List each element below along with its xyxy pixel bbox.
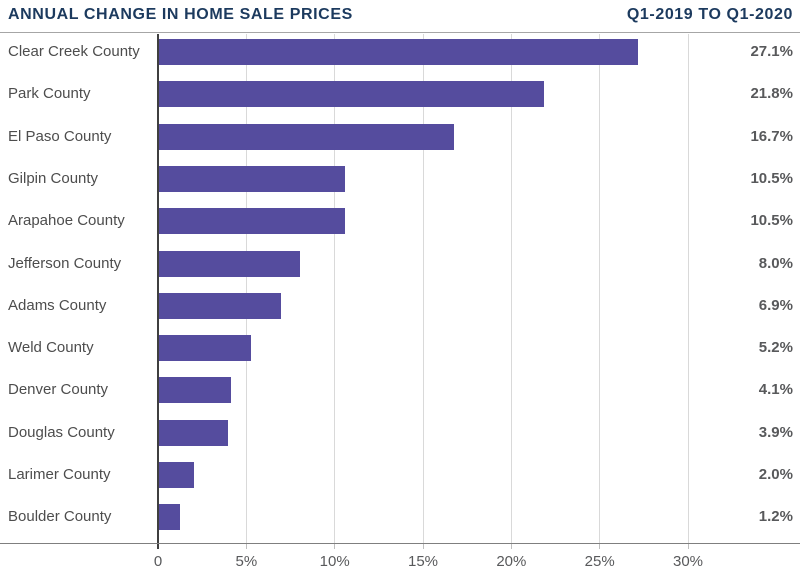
category-label: El Paso County [8,127,112,145]
category-label: Larimer County [8,466,111,483]
value-label: 10.5% [750,212,793,230]
gridline [599,34,601,543]
x-tick-label: 25% [584,553,615,570]
x-axis-baseline [0,543,800,544]
zero-axis-line [157,34,159,543]
category-label: Arapahoe County [8,212,125,230]
bar [159,377,232,404]
axis-tick [245,544,247,549]
category-label: Park County [8,85,91,103]
x-tick-label: 20% [496,553,527,570]
gridline [334,34,336,543]
category-label: Clear Creek County [8,43,140,60]
bar [159,462,195,488]
value-label: 21.8% [750,85,793,103]
axis-tick [157,544,159,549]
category-label: Weld County [8,339,94,357]
x-tick-label: 0 [153,553,163,570]
bar [159,39,638,65]
gridline [245,34,247,543]
category-label: Jefferson County [8,254,122,272]
gridline [687,34,689,543]
value-label: 16.7% [750,127,793,145]
chart-subtitle-period: Q1-2019 TO Q1-2020 [626,6,793,23]
gridline [422,34,424,543]
category-label: Adams County [8,296,107,314]
value-label: 4.1% [758,381,793,399]
category-label: Gilpin County [8,169,99,187]
chart-title: ANNUAL CHANGE IN HOME SALE PRICES [8,6,353,23]
value-label: 5.2% [758,339,793,357]
bar [159,292,281,319]
category-label: Douglas County [8,423,115,441]
value-label: 2.0% [758,466,793,483]
value-label: 27.1% [750,43,793,60]
bar [159,81,545,108]
axis-tick [334,544,336,549]
axis-tick [422,544,424,549]
bar [159,208,345,235]
value-label: 8.0% [758,254,793,272]
x-tick-label: 15% [407,553,439,570]
value-label: 3.9% [758,423,793,441]
x-tick-label: 5% [235,553,258,570]
axis-tick [510,544,512,549]
bar [159,123,455,150]
bar [159,250,301,277]
bar [159,335,251,362]
value-label: 6.9% [758,296,793,314]
value-label: 1.2% [758,508,793,526]
bar [159,504,181,531]
gridline [510,34,512,543]
axis-tick [687,544,689,549]
x-tick-label: 10% [319,553,350,570]
axis-tick [599,544,601,549]
bar [159,165,345,192]
x-tick-label: 30% [672,553,704,570]
chart-header: ANNUAL CHANGE IN HOME SALE PRICES Q1-201… [0,0,800,33]
category-label: Denver County [8,381,109,399]
bar [159,419,228,446]
category-label: Boulder County [8,508,112,526]
value-label: 10.5% [750,169,793,187]
